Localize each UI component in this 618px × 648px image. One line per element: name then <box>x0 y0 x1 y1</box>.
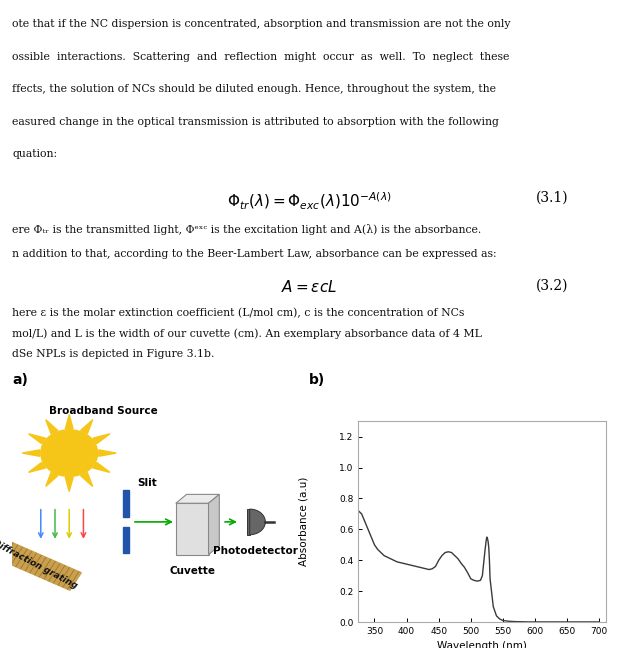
Text: $\Phi_{tr}(\lambda) = \Phi_{exc}(\lambda)10^{-A(\lambda)}$: $\Phi_{tr}(\lambda) = \Phi_{exc}(\lambda… <box>227 191 391 213</box>
Polygon shape <box>46 420 57 434</box>
Bar <box>176 503 208 555</box>
Polygon shape <box>66 415 73 429</box>
Text: dSe NPLs is depicted in Figure 3.1b.: dSe NPLs is depicted in Figure 3.1b. <box>12 349 214 359</box>
Polygon shape <box>22 450 40 456</box>
Wedge shape <box>250 509 265 535</box>
Text: Slit: Slit <box>137 478 157 488</box>
Y-axis label: Absorbance (a.u): Absorbance (a.u) <box>299 477 309 566</box>
Text: ffects, the solution of NCs should be diluted enough. Hence, throughout the syst: ffects, the solution of NCs should be di… <box>12 84 496 94</box>
Polygon shape <box>93 463 110 472</box>
Text: b): b) <box>309 373 325 387</box>
Text: (3.1): (3.1) <box>536 191 569 205</box>
Bar <box>123 491 129 517</box>
Polygon shape <box>99 450 116 456</box>
Text: Diffraction grating: Diffraction grating <box>0 538 79 591</box>
Polygon shape <box>93 434 110 444</box>
Text: a): a) <box>12 373 28 387</box>
Text: here ε is the molar extinction coefficient (L/mol cm), c is the concentration of: here ε is the molar extinction coefficie… <box>12 308 465 318</box>
Polygon shape <box>208 494 219 555</box>
Polygon shape <box>66 478 73 492</box>
Circle shape <box>41 430 98 476</box>
Polygon shape <box>81 420 93 434</box>
Polygon shape <box>28 463 46 472</box>
Text: n addition to that, according to the Beer-Lambert Law, absorbance can be express: n addition to that, according to the Bee… <box>12 249 497 259</box>
Polygon shape <box>0 540 82 590</box>
Text: quation:: quation: <box>12 149 57 159</box>
X-axis label: Wavelength (nm): Wavelength (nm) <box>437 642 527 648</box>
Bar <box>123 527 129 553</box>
Polygon shape <box>176 494 219 503</box>
Text: ote that if the NC dispersion is concentrated, absorption and transmission are n: ote that if the NC dispersion is concent… <box>12 19 511 29</box>
Text: ossible  interactions.  Scattering  and  reflection  might  occur  as  well.  To: ossible interactions. Scattering and ref… <box>12 52 510 62</box>
Polygon shape <box>81 472 93 487</box>
Text: Cuvette: Cuvette <box>169 566 215 576</box>
Text: Photodetector: Photodetector <box>213 546 298 557</box>
Text: Broadband Source: Broadband Source <box>49 406 158 416</box>
Text: ere Φₜᵣ is the transmitted light, Φᵉˣᶜ is the excitation light and A(λ) is the a: ere Φₜᵣ is the transmitted light, Φᵉˣᶜ i… <box>12 224 481 235</box>
Text: $A = \varepsilon c L$: $A = \varepsilon c L$ <box>281 279 337 295</box>
Text: (3.2): (3.2) <box>536 279 569 293</box>
Polygon shape <box>28 434 46 444</box>
Bar <box>247 509 250 535</box>
Text: mol/L) and L is the width of our cuvette (cm). An exemplary absorbance data of 4: mol/L) and L is the width of our cuvette… <box>12 329 482 339</box>
Polygon shape <box>46 472 57 487</box>
Text: easured change in the optical transmission is attributed to absorption with the : easured change in the optical transmissi… <box>12 117 499 126</box>
